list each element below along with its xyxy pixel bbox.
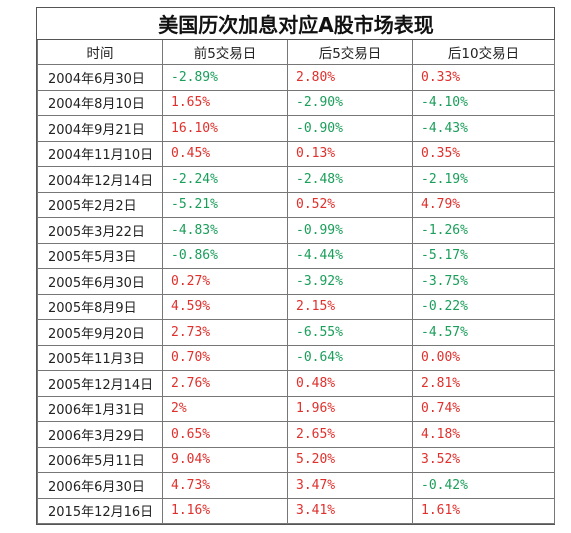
cell-date: 2004年8月10日 bbox=[37, 89, 163, 116]
table-row: 2006年6月30日 4.73% 3.47% -0.42% bbox=[37, 472, 556, 499]
cell-pre5: 0.65% bbox=[162, 421, 288, 448]
cell-date: 2004年9月21日 bbox=[37, 115, 163, 142]
cell-date: 2005年8月9日 bbox=[37, 293, 163, 320]
cell-post5: -0.99% bbox=[287, 217, 413, 244]
cell-post5: -6.55% bbox=[287, 319, 413, 346]
cell-post10: -4.57% bbox=[411, 319, 556, 346]
header-row: 时间 前5交易日 后5交易日 后10交易日 bbox=[37, 39, 556, 65]
cell-date: 2015年12月16日 bbox=[37, 497, 163, 524]
cell-post5: 0.48% bbox=[287, 370, 413, 397]
cell-pre5: 1.65% bbox=[162, 89, 288, 116]
cell-post5: 1.96% bbox=[287, 395, 413, 422]
cell-post5: 2.65% bbox=[287, 421, 413, 448]
cell-pre5: 1.16% bbox=[162, 497, 288, 524]
cell-post10: -3.75% bbox=[411, 268, 556, 295]
table-row: 2005年2月2日 -5.21% 0.52% 4.79% bbox=[37, 191, 556, 218]
cell-pre5: -0.86% bbox=[162, 242, 288, 269]
table-row: 2006年5月11日 9.04% 5.20% 3.52% bbox=[37, 446, 556, 473]
table-row: 2005年6月30日 0.27% -3.92% -3.75% bbox=[37, 268, 556, 295]
table-row: 2005年3月22日 -4.83% -0.99% -1.26% bbox=[37, 217, 556, 244]
cell-post10: 2.81% bbox=[411, 370, 556, 397]
cell-post5: -3.92% bbox=[287, 268, 413, 295]
cell-post10: 4.18% bbox=[411, 421, 556, 448]
cell-post10: -4.43% bbox=[411, 115, 556, 142]
cell-post5: 3.41% bbox=[287, 497, 413, 524]
cell-post5: 2.15% bbox=[287, 293, 413, 320]
cell-post10: -5.17% bbox=[411, 242, 556, 269]
cell-post10: 0.74% bbox=[411, 395, 556, 422]
cell-pre5: 16.10% bbox=[162, 115, 288, 142]
cell-post5: 3.47% bbox=[287, 472, 413, 499]
table-row: 2005年8月9日 4.59% 2.15% -0.22% bbox=[37, 293, 556, 320]
cell-post5: 0.13% bbox=[287, 140, 413, 167]
cell-post10: 1.61% bbox=[411, 497, 556, 524]
cell-pre5: 0.45% bbox=[162, 140, 288, 167]
cell-date: 2004年6月30日 bbox=[37, 64, 163, 91]
table-row: 2005年11月3日 0.70% -0.64% 0.00% bbox=[37, 344, 556, 371]
cell-post10: 0.33% bbox=[411, 64, 556, 91]
cell-pre5: 0.27% bbox=[162, 268, 288, 295]
table-row: 2005年5月3日 -0.86% -4.44% -5.17% bbox=[37, 242, 556, 269]
cell-post10: -0.42% bbox=[411, 472, 556, 499]
cell-post10: -4.10% bbox=[411, 89, 556, 116]
cell-date: 2006年6月30日 bbox=[37, 472, 163, 499]
cell-pre5: 2.73% bbox=[162, 319, 288, 346]
cell-post5: -2.90% bbox=[287, 89, 413, 116]
cell-date: 2004年11月10日 bbox=[37, 140, 163, 167]
cell-post10: 3.52% bbox=[411, 446, 556, 473]
table-row: 2015年12月16日 1.16% 3.41% 1.61% bbox=[37, 497, 556, 524]
header-pre5: 前5交易日 bbox=[162, 39, 288, 65]
cell-post5: -4.44% bbox=[287, 242, 413, 269]
cell-post5: 5.20% bbox=[287, 446, 413, 473]
cell-date: 2004年12月14日 bbox=[37, 166, 163, 193]
header-date: 时间 bbox=[37, 39, 163, 65]
cell-post10: 4.79% bbox=[411, 191, 556, 218]
cell-pre5: -4.83% bbox=[162, 217, 288, 244]
cell-pre5: 4.73% bbox=[162, 472, 288, 499]
cell-date: 2005年2月2日 bbox=[37, 191, 163, 218]
cell-post10: 0.00% bbox=[411, 344, 556, 371]
cell-post5: -2.48% bbox=[287, 166, 413, 193]
cell-pre5: -2.89% bbox=[162, 64, 288, 91]
table-row: 2005年9月20日 2.73% -6.55% -4.57% bbox=[37, 319, 556, 346]
table-row: 2004年12月14日 -2.24% -2.48% -2.19% bbox=[37, 166, 556, 193]
cell-pre5: 2% bbox=[162, 395, 288, 422]
cell-date: 2006年1月31日 bbox=[37, 395, 163, 422]
cell-date: 2005年11月3日 bbox=[37, 344, 163, 371]
cell-date: 2005年5月3日 bbox=[37, 242, 163, 269]
cell-post10: -2.19% bbox=[411, 166, 556, 193]
cell-post10: -1.26% bbox=[411, 217, 556, 244]
cell-pre5: -5.21% bbox=[162, 191, 288, 218]
table-row: 2005年12月14日 2.76% 0.48% 2.81% bbox=[37, 370, 556, 397]
table-row: 2006年1月31日 2% 1.96% 0.74% bbox=[37, 395, 556, 422]
table-row: 2004年8月10日 1.65% -2.90% -4.10% bbox=[37, 89, 556, 116]
cell-pre5: 2.76% bbox=[162, 370, 288, 397]
cell-date: 2006年5月11日 bbox=[37, 446, 163, 473]
table-row: 2004年6月30日 -2.89% 2.80% 0.33% bbox=[37, 64, 556, 91]
cell-date: 2005年9月20日 bbox=[37, 319, 163, 346]
cell-pre5: 4.59% bbox=[162, 293, 288, 320]
header-post10: 后10交易日 bbox=[411, 39, 556, 65]
table-row: 2004年9月21日 16.10% -0.90% -4.43% bbox=[37, 115, 556, 142]
cell-date: 2005年12月14日 bbox=[37, 370, 163, 397]
cell-post5: 0.52% bbox=[287, 191, 413, 218]
cell-post5: -0.90% bbox=[287, 115, 413, 142]
cell-date: 2006年3月29日 bbox=[37, 421, 163, 448]
table-title: 美国历次加息对应A股市场表现 bbox=[37, 8, 555, 40]
cell-post5: -0.64% bbox=[287, 344, 413, 371]
header-post5: 后5交易日 bbox=[287, 39, 413, 65]
cell-pre5: -2.24% bbox=[162, 166, 288, 193]
rate-hike-table: 美国历次加息对应A股市场表现 时间 前5交易日 后5交易日 后10交易日 200… bbox=[37, 8, 556, 524]
cell-date: 2005年6月30日 bbox=[37, 268, 163, 295]
table-body: 2004年6月30日 -2.89% 2.80% 0.33% 2004年8月10日 1.65… bbox=[37, 64, 556, 524]
table-row: 2004年11月10日 0.45% 0.13% 0.35% bbox=[37, 140, 556, 167]
cell-pre5: 9.04% bbox=[162, 446, 288, 473]
cell-post5: 2.80% bbox=[287, 64, 413, 91]
cell-date: 2005年3月22日 bbox=[37, 217, 163, 244]
table-row: 2006年3月29日 0.65% 2.65% 4.18% bbox=[37, 421, 556, 448]
cell-pre5: 0.70% bbox=[162, 344, 288, 371]
rate-hike-table-container: 美国历次加息对应A股市场表现 时间 前5交易日 后5交易日 后10交易日 200… bbox=[36, 7, 556, 525]
cell-post10: 0.35% bbox=[411, 140, 556, 167]
cell-post10: -0.22% bbox=[411, 293, 556, 320]
